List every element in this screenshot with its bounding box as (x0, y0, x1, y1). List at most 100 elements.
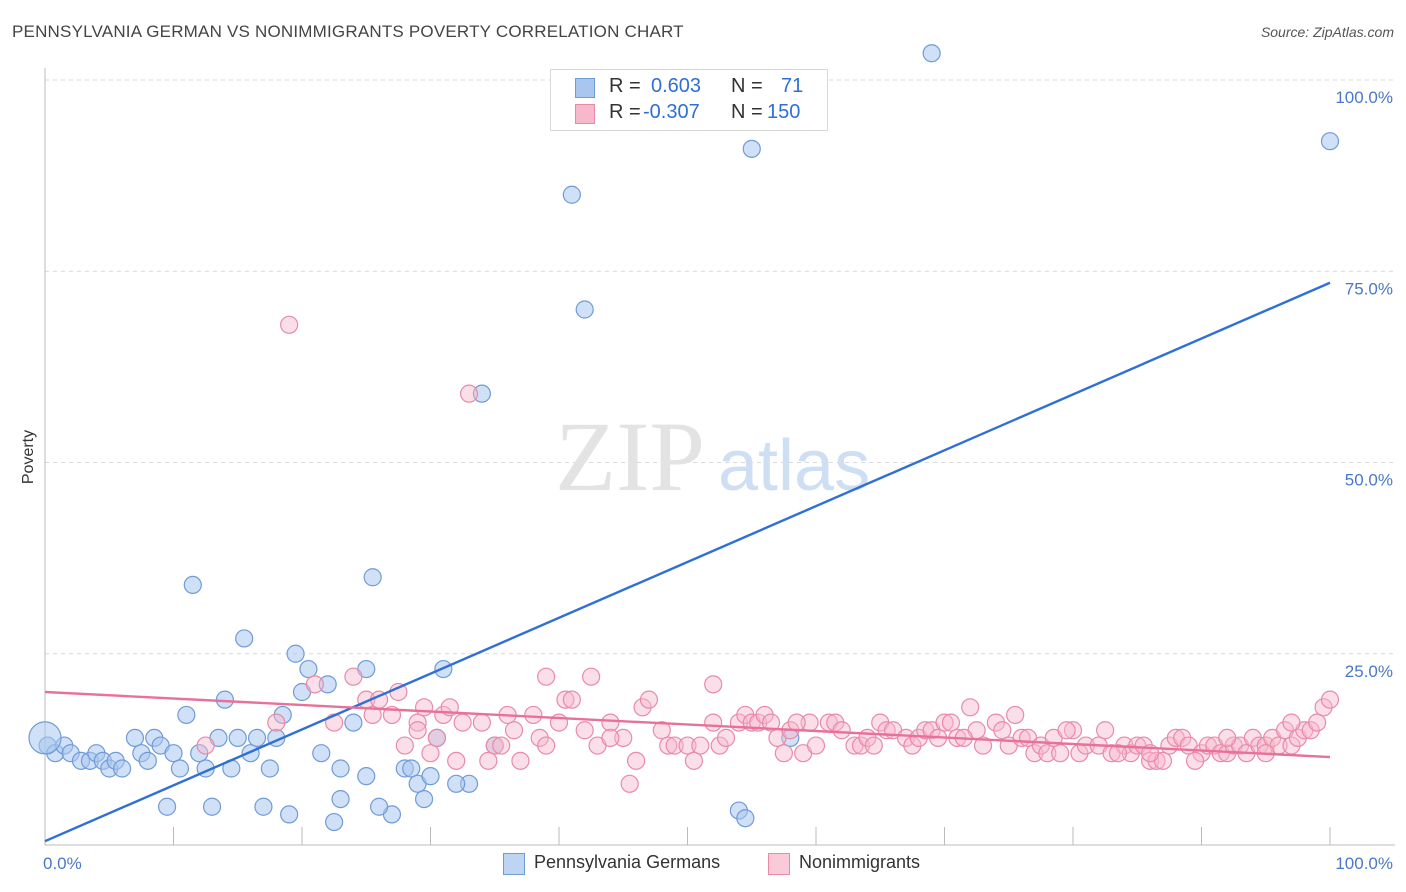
legend-row-nonimmigrants: R = -0.307 N = 150 (551, 101, 827, 127)
y-axis-label: Poverty (20, 430, 37, 484)
correlation-legend: R = 0.603 N = 71 R = -0.307 N = 150 (550, 69, 828, 131)
trend-line-pennsylvania-germans (44, 281, 1331, 843)
data-point-nonimmigrants (1063, 721, 1083, 740)
data-point-pennsylvania-germans (575, 300, 594, 319)
data-point-nonimmigrants (395, 736, 414, 755)
data-point-nonimmigrants (761, 713, 781, 732)
data-point-nonimmigrants (427, 728, 447, 748)
data-point-nonimmigrants (716, 728, 736, 748)
legend-r-value: -0.307 (643, 101, 700, 123)
data-point-pennsylvania-germans (402, 759, 421, 778)
legend-n-label: N = (731, 75, 763, 97)
data-point-pennsylvania-germans (357, 767, 376, 786)
legend-swatch-blue (575, 78, 595, 98)
data-point-nonimmigrants (614, 728, 633, 748)
data-point-nonimmigrants (1006, 705, 1025, 725)
data-point-nonimmigrants (1320, 690, 1340, 709)
data-point-nonimmigrants (453, 713, 472, 732)
data-point-pennsylvania-germans (344, 713, 363, 732)
bottom-legend-label: Pennsylvania Germans (534, 852, 721, 872)
data-point-pennsylvania-germans (183, 575, 202, 595)
data-point-pennsylvania-germans (363, 568, 382, 587)
data-point-nonimmigrants (1038, 744, 1057, 763)
series-pennsylvania-germans (28, 44, 1340, 832)
data-point-pennsylvania-germans (157, 797, 177, 816)
data-point-nonimmigrants (1282, 713, 1301, 732)
data-point-pennsylvania-germans (280, 805, 299, 824)
data-point-nonimmigrants (832, 721, 851, 740)
legend-row-pennsylvania-germans: R = 0.603 N = 71 (551, 75, 827, 101)
trend-line-nonimmigrants (44, 690, 1331, 759)
legend-r-value: 0.603 (651, 75, 702, 97)
bottom-legend-swatch-blue (503, 853, 525, 875)
legend-n-value: 71 (781, 75, 804, 97)
data-point-nonimmigrants (806, 736, 826, 755)
data-point-nonimmigrants (973, 736, 993, 755)
legend-r-label: R = (609, 101, 641, 123)
data-point-pennsylvania-germans (318, 675, 337, 694)
data-point-nonimmigrants (935, 713, 954, 732)
data-point-nonimmigrants (537, 736, 556, 755)
data-point-nonimmigrants (1140, 751, 1160, 770)
data-point-pennsylvania-germans (125, 728, 145, 748)
data-point-nonimmigrants (941, 713, 961, 732)
bottom-legend-label: Nonimmigrants (799, 852, 921, 872)
data-point-nonimmigrants (1108, 744, 1128, 763)
legend-n-value: 150 (767, 101, 801, 123)
data-point-nonimmigrants (421, 744, 440, 763)
data-point-pennsylvania-germans (331, 789, 350, 809)
trend-lines (44, 281, 1331, 843)
data-point-nonimmigrants (344, 667, 363, 686)
x-tick-label: 100.0% (1335, 854, 1393, 873)
data-point-nonimmigrants (1218, 728, 1237, 748)
axes (44, 68, 1395, 846)
bottom-legend-swatch-pink (768, 853, 790, 875)
data-point-nonimmigrants (678, 736, 697, 755)
data-point-pennsylvania-germans (254, 797, 273, 816)
data-point-pennsylvania-germans (312, 744, 331, 763)
gridlines (45, 79, 1395, 655)
data-point-nonimmigrants (305, 675, 324, 694)
data-point-nonimmigrants (582, 667, 601, 686)
legend-r-label: R = (609, 75, 641, 97)
data-point-nonimmigrants (620, 774, 639, 793)
watermark: ZIP atlas (555, 401, 870, 512)
data-point-nonimmigrants (704, 675, 723, 694)
legend-n-label: N = (731, 101, 763, 123)
data-point-nonimmigrants (504, 721, 524, 740)
data-point-pennsylvania-germans (1320, 132, 1340, 151)
data-point-pennsylvania-germans (177, 705, 196, 725)
data-point-nonimmigrants (472, 713, 491, 732)
y-tick-label: 50.0% (1345, 471, 1393, 490)
data-point-nonimmigrants (479, 751, 498, 770)
data-point-nonimmigrants (280, 315, 299, 334)
data-point-nonimmigrants (1096, 721, 1115, 740)
data-point-nonimmigrants (601, 713, 620, 732)
data-point-pennsylvania-germans (370, 797, 389, 816)
legend-swatch-pink (575, 104, 595, 124)
data-point-pennsylvania-germans (28, 721, 62, 755)
chart-title: PENNSYLVANIA GERMAN VS NONIMMIGRANTS POV… (12, 22, 684, 41)
y-tick-label: 75.0% (1345, 279, 1393, 298)
data-point-nonimmigrants (659, 736, 678, 755)
watermark-atlas: atlas (718, 426, 870, 506)
data-point-nonimmigrants (1185, 751, 1205, 770)
data-point-pennsylvania-germans (164, 744, 183, 763)
data-point-nonimmigrants (459, 384, 479, 403)
data-point-pennsylvania-germans (286, 644, 305, 663)
source-label: Source: ZipAtlas.com (1260, 24, 1394, 40)
data-point-nonimmigrants (492, 736, 511, 755)
data-point-nonimmigrants (652, 721, 671, 740)
data-point-nonimmigrants (626, 751, 646, 770)
data-point-pennsylvania-germans (112, 759, 132, 778)
series-nonimmigrants (196, 315, 1340, 793)
data-point-nonimmigrants (537, 667, 556, 686)
data-point-pennsylvania-germans (325, 812, 344, 832)
data-point-nonimmigrants (864, 736, 883, 755)
data-point-pennsylvania-germans (260, 759, 279, 778)
data-point-pennsylvania-germans (235, 629, 254, 648)
data-point-pennsylvania-germans (736, 809, 755, 828)
data-point-nonimmigrants (485, 736, 504, 755)
data-point-nonimmigrants (511, 751, 530, 770)
